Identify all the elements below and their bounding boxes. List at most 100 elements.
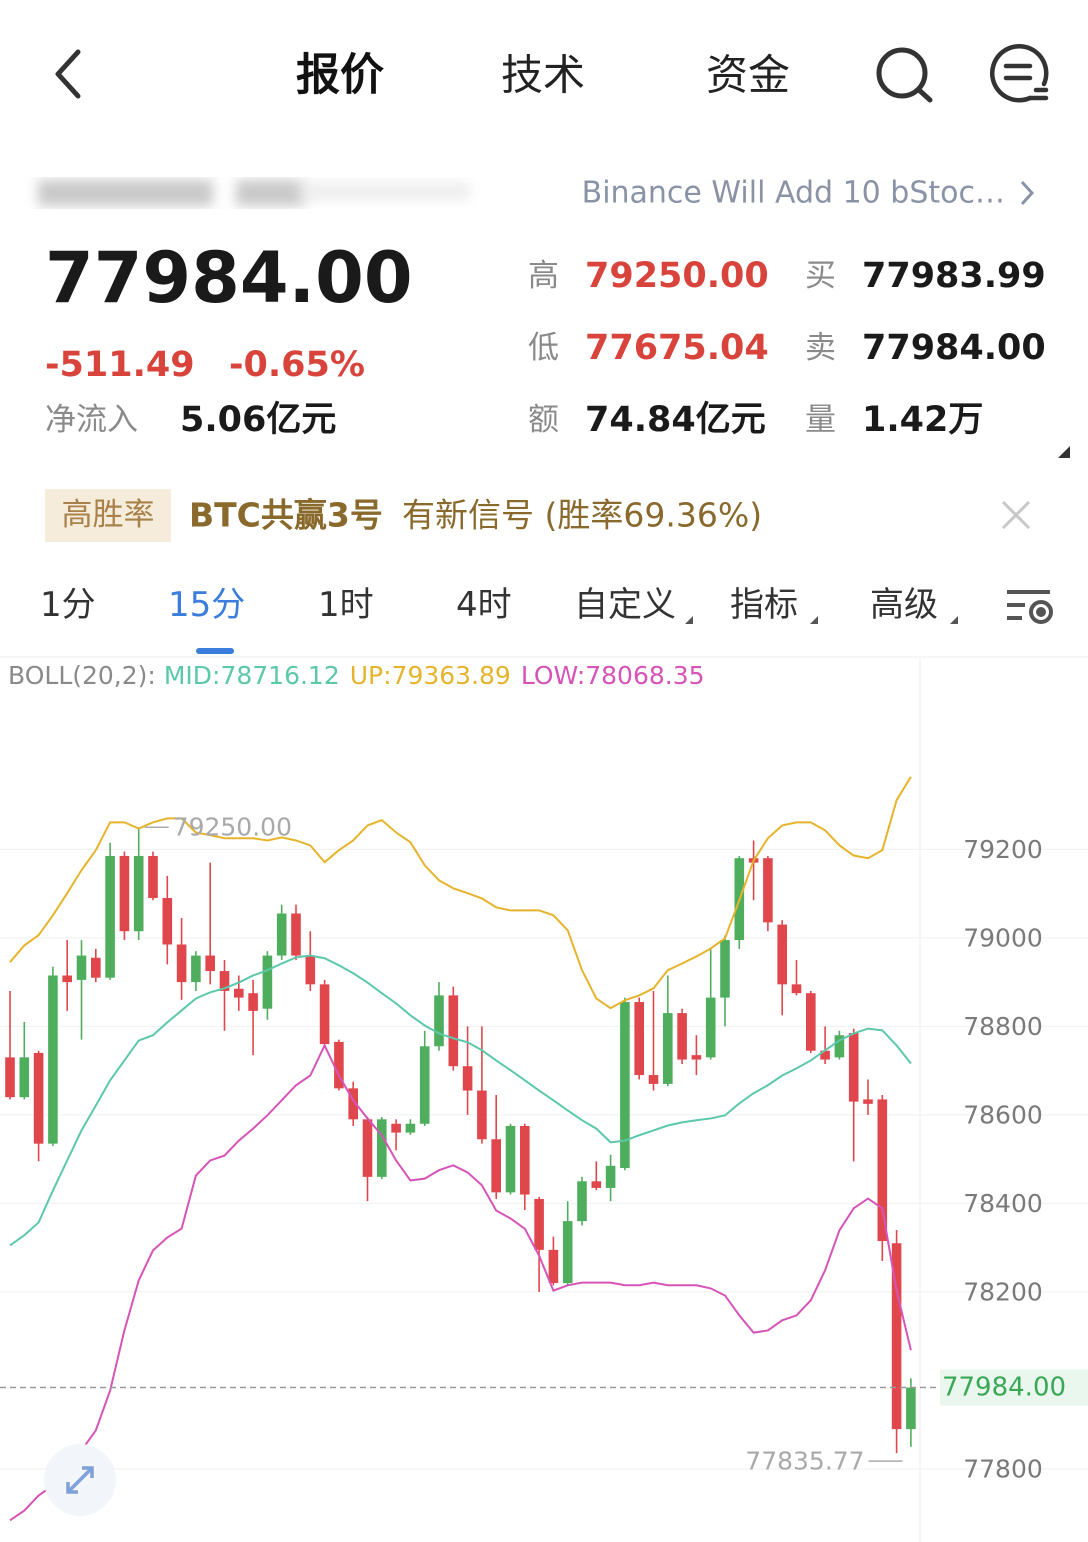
min-marker-label: 77835.77 <box>745 1447 864 1476</box>
candle-body <box>577 1181 587 1222</box>
candle-body <box>48 975 58 1144</box>
candle-body <box>605 1165 616 1188</box>
candle-body <box>162 898 173 945</box>
close-button[interactable] <box>1001 500 1031 530</box>
candle-body <box>634 1002 644 1076</box>
news-arrow <box>1020 180 1035 206</box>
stat-value: 79250.00 <box>585 256 769 296</box>
candle-body <box>91 957 101 978</box>
chart-settings-icon[interactable] <box>1007 590 1053 624</box>
stat-label: 量 <box>805 402 836 438</box>
candle-body <box>291 913 301 956</box>
stat-label: 额 <box>528 402 559 438</box>
y-tick-label: 78800 <box>963 1012 1043 1041</box>
candle-body <box>877 1099 888 1242</box>
y-tick-label: 78400 <box>963 1189 1043 1218</box>
legend-indicator: BOLL(20,2): <box>8 661 156 690</box>
candle-body <box>620 1002 630 1169</box>
candle-body <box>133 855 144 932</box>
candle-body <box>763 858 773 923</box>
candle-body <box>334 1041 344 1089</box>
stat-value: 77983.99 <box>862 256 1046 296</box>
candle-body <box>591 1181 602 1188</box>
timeframe-tab[interactable]: 自定义 <box>574 585 676 625</box>
stat-label: 高 <box>528 258 559 294</box>
stat-value: 74.84亿元 <box>585 400 766 440</box>
boll-line <box>9 776 912 1010</box>
candle-body <box>205 955 215 972</box>
y-tick-label: 78600 <box>963 1100 1043 1129</box>
timeframe-tab[interactable]: 1时 <box>318 585 374 625</box>
candle-body <box>791 984 802 994</box>
tab[interactable]: 技术 <box>501 51 585 100</box>
candle-body <box>405 1123 416 1133</box>
y-tick-label: 78200 <box>963 1277 1043 1306</box>
candle-body <box>434 995 444 1047</box>
last-price-box <box>940 1369 1088 1406</box>
tab[interactable]: 资金 <box>706 51 790 100</box>
tab[interactable]: 报价 <box>296 50 384 101</box>
timeframe-tab[interactable]: 高级 <box>870 585 938 625</box>
expand-triangle[interactable] <box>1058 446 1070 458</box>
menu-icon[interactable] <box>990 44 1049 103</box>
last-price-label: 77984.00 <box>942 1373 1066 1403</box>
signal-name[interactable]: BTC共赢3号 <box>189 496 383 535</box>
candle-body <box>348 1088 358 1120</box>
stat-value: 77675.04 <box>585 328 769 368</box>
change: -511.49 <box>45 345 195 385</box>
timeframe-tab[interactable]: 4时 <box>456 585 512 625</box>
candle-body <box>33 1052 44 1144</box>
candle-body <box>462 1066 473 1091</box>
dropdown-triangle <box>810 616 818 624</box>
signal-text[interactable]: 有新信号 (胜率69.36%) <box>402 496 762 535</box>
timeframe-tab[interactable]: 指标 <box>730 585 798 625</box>
candle-body <box>534 1198 544 1250</box>
legend-entry: LOW:78068.35 <box>521 661 705 690</box>
search-icon[interactable] <box>876 47 933 103</box>
stat-value: 77984.00 <box>862 328 1046 368</box>
candle-body <box>834 1035 845 1058</box>
candle-body <box>562 1221 573 1284</box>
fullscreen-button[interactable] <box>44 1444 116 1516</box>
candle-body <box>305 955 316 985</box>
candle-body <box>148 855 158 899</box>
change-percent: -0.65% <box>229 345 365 385</box>
candle-body <box>648 1075 659 1084</box>
candle-body <box>691 1055 702 1060</box>
stat-label: 卖 <box>805 330 836 366</box>
candle-body <box>663 1013 673 1084</box>
news-ticker[interactable]: Binance Will Add 10 bStoc… <box>582 176 1005 211</box>
boll-line <box>9 954 912 1247</box>
candle-body <box>62 975 72 983</box>
candle-body <box>520 1125 530 1195</box>
candle-body <box>391 1123 401 1133</box>
dropdown-triangle <box>950 616 958 624</box>
y-tick-label: 77800 <box>963 1454 1043 1483</box>
candle-body <box>248 993 258 1011</box>
blurred-title <box>38 180 470 206</box>
stat-label: 买 <box>805 258 836 294</box>
candle-body <box>362 1119 373 1177</box>
stat-value: 1.42万 <box>862 400 983 440</box>
plot: 77800 78200 78400 78600 78800 79000 79200 77984… <box>0 776 1088 1522</box>
candle-body <box>505 1125 516 1193</box>
max-marker-label: 79250.00 <box>173 813 292 842</box>
active-underline <box>196 648 234 654</box>
candle-body <box>219 971 230 991</box>
stat-label: 低 <box>528 330 559 366</box>
legend-entry: UP:79363.89 <box>350 661 511 690</box>
back-button[interactable] <box>55 49 81 99</box>
candle-body <box>906 1387 916 1430</box>
candle-body <box>806 993 816 1051</box>
candle-body <box>477 1090 487 1140</box>
timeframe-tab[interactable]: 1分 <box>40 585 96 625</box>
net-inflow: 5.06亿元 <box>180 400 336 440</box>
dropdown-triangle <box>685 616 693 624</box>
timeframe-tab[interactable]: 15分 <box>168 585 245 625</box>
candle-body <box>777 924 787 985</box>
signal-tag: 高胜率 <box>62 497 155 533</box>
candle-body <box>176 944 187 983</box>
